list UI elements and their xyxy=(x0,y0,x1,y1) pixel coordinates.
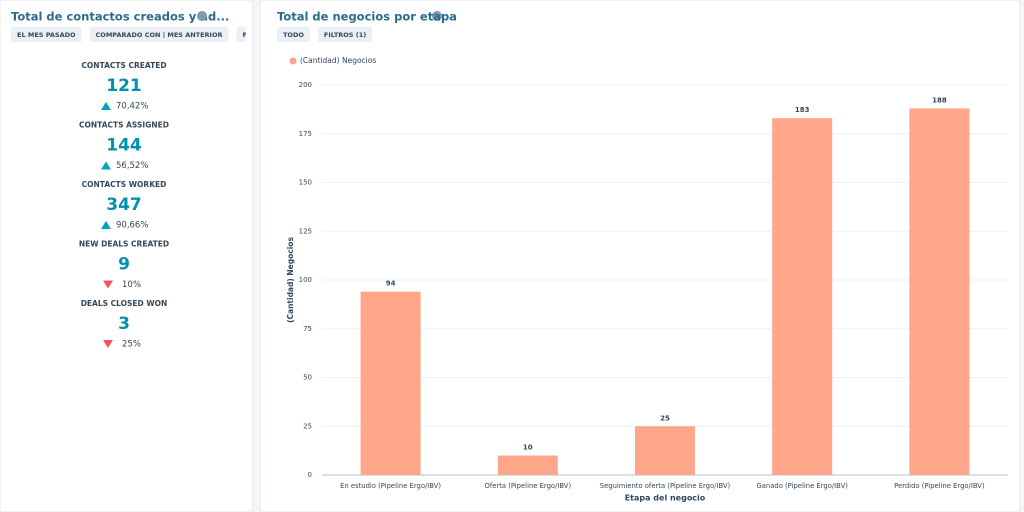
x-tick-label: Perdido (Pipeline Ergo/IBV) xyxy=(894,482,985,490)
data-label: 10 xyxy=(523,444,533,452)
arrow-up xyxy=(101,221,111,229)
y-tick-label: 200 xyxy=(299,81,312,89)
metric-label: CONTACTS ASSIGNED xyxy=(79,121,169,130)
y-tick-label: 125 xyxy=(299,227,312,235)
legend-marker xyxy=(289,57,297,65)
data-label: 25 xyxy=(660,414,670,422)
x-tick-label: Seguimiento oferta (Pipeline Ergo/IBV) xyxy=(600,482,731,490)
metric-value: 9 xyxy=(118,255,130,275)
info-icon[interactable] xyxy=(432,11,442,21)
filter-pill-bg xyxy=(11,27,82,42)
metric-label: NEW DEALS CREATED xyxy=(79,240,169,249)
filter-pill-label: EL MES PASADO xyxy=(17,31,76,39)
filter-pill[interactable]: FILT xyxy=(236,27,263,42)
y-tick-label: 150 xyxy=(299,179,312,187)
legend-label: (Cantidad) Negocios xyxy=(300,56,376,65)
filter-pill-label: TODO xyxy=(283,31,304,39)
metric-change: 10% xyxy=(122,280,141,290)
arrow-up xyxy=(101,161,111,170)
data-label: 188 xyxy=(932,96,947,104)
bar[interactable] xyxy=(772,118,833,476)
kpi-card xyxy=(0,0,254,512)
metric-value: 144 xyxy=(106,136,142,156)
filter-pill[interactable]: COMPARADO CON | MES ANTERIOR xyxy=(89,27,229,42)
metric-label: CONTACTS CREATED xyxy=(81,61,166,70)
chart-title: Total de negocios por etapa xyxy=(277,10,457,24)
metric-change: 70,42% xyxy=(116,102,148,112)
x-axis-title: Etapa del negocio xyxy=(625,494,706,503)
filter-pill-bg xyxy=(317,27,373,42)
data-label: 94 xyxy=(386,280,396,288)
filter-pill-bg xyxy=(89,27,229,42)
info-icon[interactable] xyxy=(197,11,207,21)
y-axis-title: (Cantidad) Negocios xyxy=(286,237,295,323)
y-tick-label: 75 xyxy=(303,325,312,333)
bar[interactable] xyxy=(360,291,421,475)
filter-pill[interactable]: FILTROS (1) xyxy=(317,27,373,42)
bar[interactable] xyxy=(497,455,558,476)
y-tick-label: 175 xyxy=(299,130,312,138)
filter-pill[interactable]: EL MES PASADO xyxy=(11,27,82,42)
arrow-down xyxy=(103,340,113,348)
kpi-title: Total de contactos creados y ad... xyxy=(11,10,229,24)
x-tick-label: Ganado (Pipeline Ergo/IBV) xyxy=(756,482,848,490)
metric-value: 3 xyxy=(118,314,130,334)
bar[interactable] xyxy=(635,426,695,475)
filter-pill-label: COMPARADO CON | MES ANTERIOR xyxy=(96,31,223,40)
y-tick-label: 25 xyxy=(303,422,312,430)
arrow-up xyxy=(101,102,111,110)
data-label: 183 xyxy=(795,106,810,114)
metric-label: DEALS CLOSED WON xyxy=(81,299,168,308)
filter-pill[interactable]: TODO xyxy=(277,27,310,42)
bar[interactable] xyxy=(909,108,970,476)
metric-value: 347 xyxy=(106,195,142,215)
arrow-down xyxy=(103,280,113,289)
filter-pill-bg xyxy=(277,27,310,42)
filter-pill-bg xyxy=(236,27,246,42)
y-tick-label: 50 xyxy=(303,374,312,382)
x-tick-label: Oferta (Pipeline Ergo/IBV) xyxy=(484,482,571,490)
metric-label: CONTACTS WORKED xyxy=(82,180,167,189)
x-tick-label: En estudio (Pipeline Ergo/IBV) xyxy=(340,482,441,490)
y-tick-label: 0 xyxy=(308,471,312,479)
metric-change: 25% xyxy=(122,340,141,350)
filter-pill-label: FILT xyxy=(243,31,258,39)
metric-value: 121 xyxy=(106,76,142,96)
kpi-panel: Total de contactos creados y ad... EL ME… xyxy=(11,10,263,350)
y-tick-label: 100 xyxy=(299,276,312,284)
filter-pill-label: FILTROS (1) xyxy=(324,31,366,39)
metric-change: 56,52% xyxy=(116,161,148,171)
metric-change: 90,66% xyxy=(116,221,148,231)
